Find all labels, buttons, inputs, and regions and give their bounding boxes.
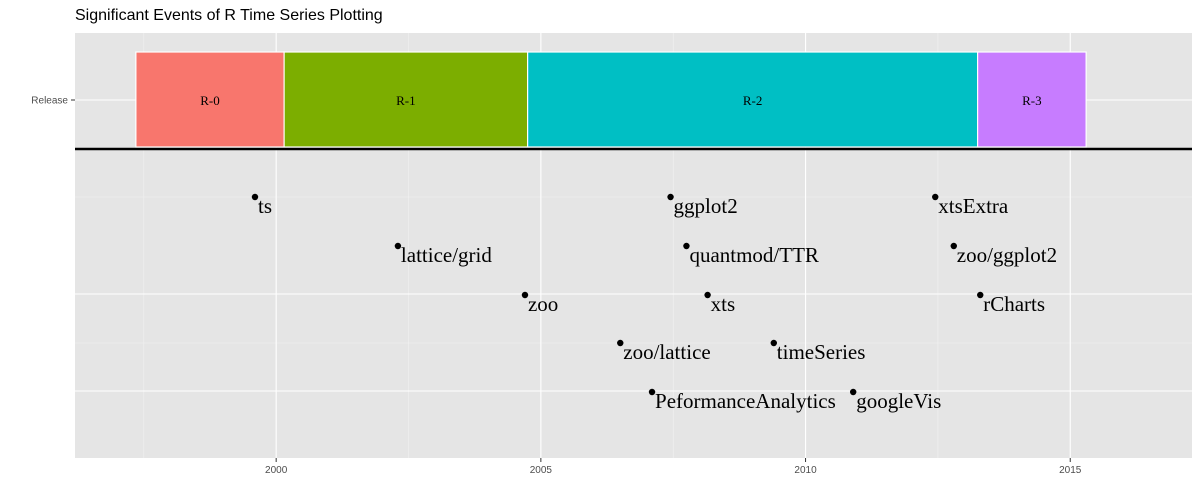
event-point: [394, 242, 402, 250]
release-bar: [283, 51, 529, 148]
release-bar: [527, 51, 979, 148]
release-label: R-2: [743, 93, 763, 108]
event-label: xtsExtra: [938, 194, 1009, 218]
release-label: R-3: [1022, 93, 1042, 108]
y-axis: Release: [31, 96, 75, 107]
event-label: rCharts: [983, 292, 1045, 316]
event-point: [849, 388, 857, 396]
event-label: timeSeries: [777, 340, 866, 364]
event-point: [770, 339, 777, 347]
event-label: xts: [711, 292, 736, 316]
event-point: [251, 193, 259, 201]
release-label: R-1: [396, 93, 416, 108]
x-tick-label: 2000: [265, 465, 288, 476]
event-label: ts: [258, 194, 272, 218]
event-point: [704, 291, 711, 299]
event-point: [521, 291, 529, 299]
event-point: [932, 193, 939, 201]
event-point: [950, 242, 957, 250]
event-label: zoo: [528, 292, 558, 316]
event-point: [617, 339, 624, 347]
event-label: quantmod/TTR: [689, 243, 819, 267]
event-markers: ts lattice/grid zoo zoo/lattice PeformanceAn…: [251, 193, 1057, 413]
y-axis-label-release: Release: [31, 96, 68, 107]
event-point: [683, 242, 690, 250]
x-axis: 2000 2005 2010 2015: [265, 458, 1082, 476]
x-tick-label: 2010: [794, 465, 817, 476]
event-point: [977, 291, 984, 299]
event-label: googleVis: [856, 389, 941, 413]
event-label: zoo/lattice: [623, 340, 710, 364]
release-bar: [976, 51, 1087, 148]
event-point: [667, 193, 674, 201]
release-label: R-0: [200, 93, 220, 108]
x-tick-label: 2005: [530, 465, 553, 476]
event-label: PeformanceAnalytics: [655, 389, 836, 413]
event-label: ggplot2: [674, 194, 738, 218]
chart-title: Significant Events of R Time Series Plot…: [75, 7, 383, 24]
event-label: lattice/grid: [401, 243, 492, 267]
release-bar: [135, 51, 285, 148]
release-bars: R-0 R-1 R-2 R-3: [135, 51, 1087, 148]
event-point: [648, 388, 656, 396]
event-label: zoo/ggplot2: [957, 243, 1057, 267]
x-tick-label: 2015: [1059, 465, 1082, 476]
